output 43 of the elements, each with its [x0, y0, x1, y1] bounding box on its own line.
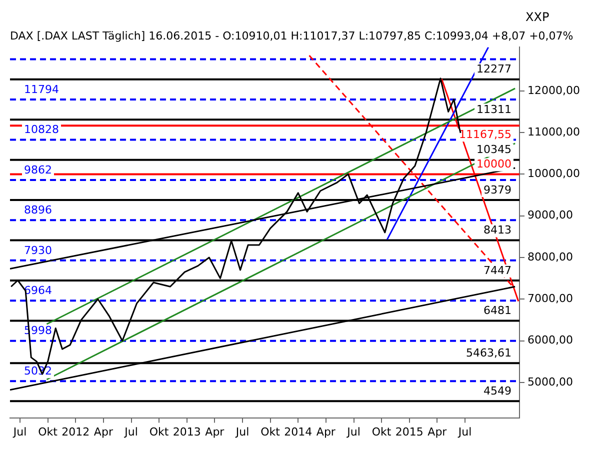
ref-line-label: 9862 [24, 163, 52, 176]
x-tick-label: Apr [205, 425, 225, 438]
x-tick-label: Okt [149, 425, 170, 438]
ref-line-label: 8896 [24, 204, 52, 217]
x-tick-label: Jul [124, 425, 138, 438]
y-tick-label: 5000,00 [528, 375, 574, 388]
ref-line-label: 5463,61 [466, 346, 512, 360]
y-tick-label: 11000,00 [528, 125, 580, 138]
y-tick-label: 10000,00 [528, 167, 580, 180]
y-tick-label: 7000,00 [528, 292, 574, 305]
x-tick-label: Apr [428, 425, 448, 438]
ref-line-label: 8413 [484, 224, 512, 237]
x-tick-label: 2012 [62, 425, 90, 438]
x-tick-label: Jul [346, 425, 360, 438]
text: XXP [526, 10, 550, 24]
x-tick-label: Okt [260, 425, 281, 438]
x-tick-label: Apr [316, 425, 336, 438]
y-tick-label: 6000,00 [528, 334, 574, 347]
ref-line-label: 6481 [484, 304, 512, 318]
ref-line-label: 10828 [24, 123, 59, 136]
chart-title: DAX [.DAX LAST Täglich] 16.06.2015 - O:10910,01 H:11017,37 L:10797,85 C:10993,04 +8,07 +0,07% [10, 29, 574, 42]
x-tick-label: Jul [12, 425, 27, 438]
x-tick-label: Okt [372, 425, 392, 438]
ref-line-label: 10345 [476, 143, 512, 156]
ref-line-label: 7447 [484, 264, 512, 277]
ref-line-label: 4549 [484, 384, 512, 398]
x-tick-label: Apr [94, 425, 114, 438]
ref-line-label: 10000 [476, 158, 512, 171]
y-tick-label: 8000,00 [528, 250, 574, 264]
ref-line-label: 11311 [476, 102, 512, 116]
x-tick-label: 2013 [172, 425, 201, 438]
y-tick-label: 9000,00 [528, 208, 574, 222]
y-tick-label: 12000,00 [528, 84, 580, 97]
ref-line-label: 9379 [484, 183, 512, 196]
x-tick-label: 2014 [284, 425, 312, 438]
x-tick-label: Okt [38, 425, 58, 438]
ref-line-label: 12277 [476, 62, 512, 76]
x-tick-label: 2015 [395, 425, 424, 438]
x-tick-label: Jul [234, 425, 250, 438]
x-tick-label: Jul [457, 425, 472, 438]
ref-line-label: 11794 [24, 82, 59, 96]
ref-line-label: 11167,55 [459, 128, 512, 141]
ref-line-label: 7930 [24, 244, 52, 257]
